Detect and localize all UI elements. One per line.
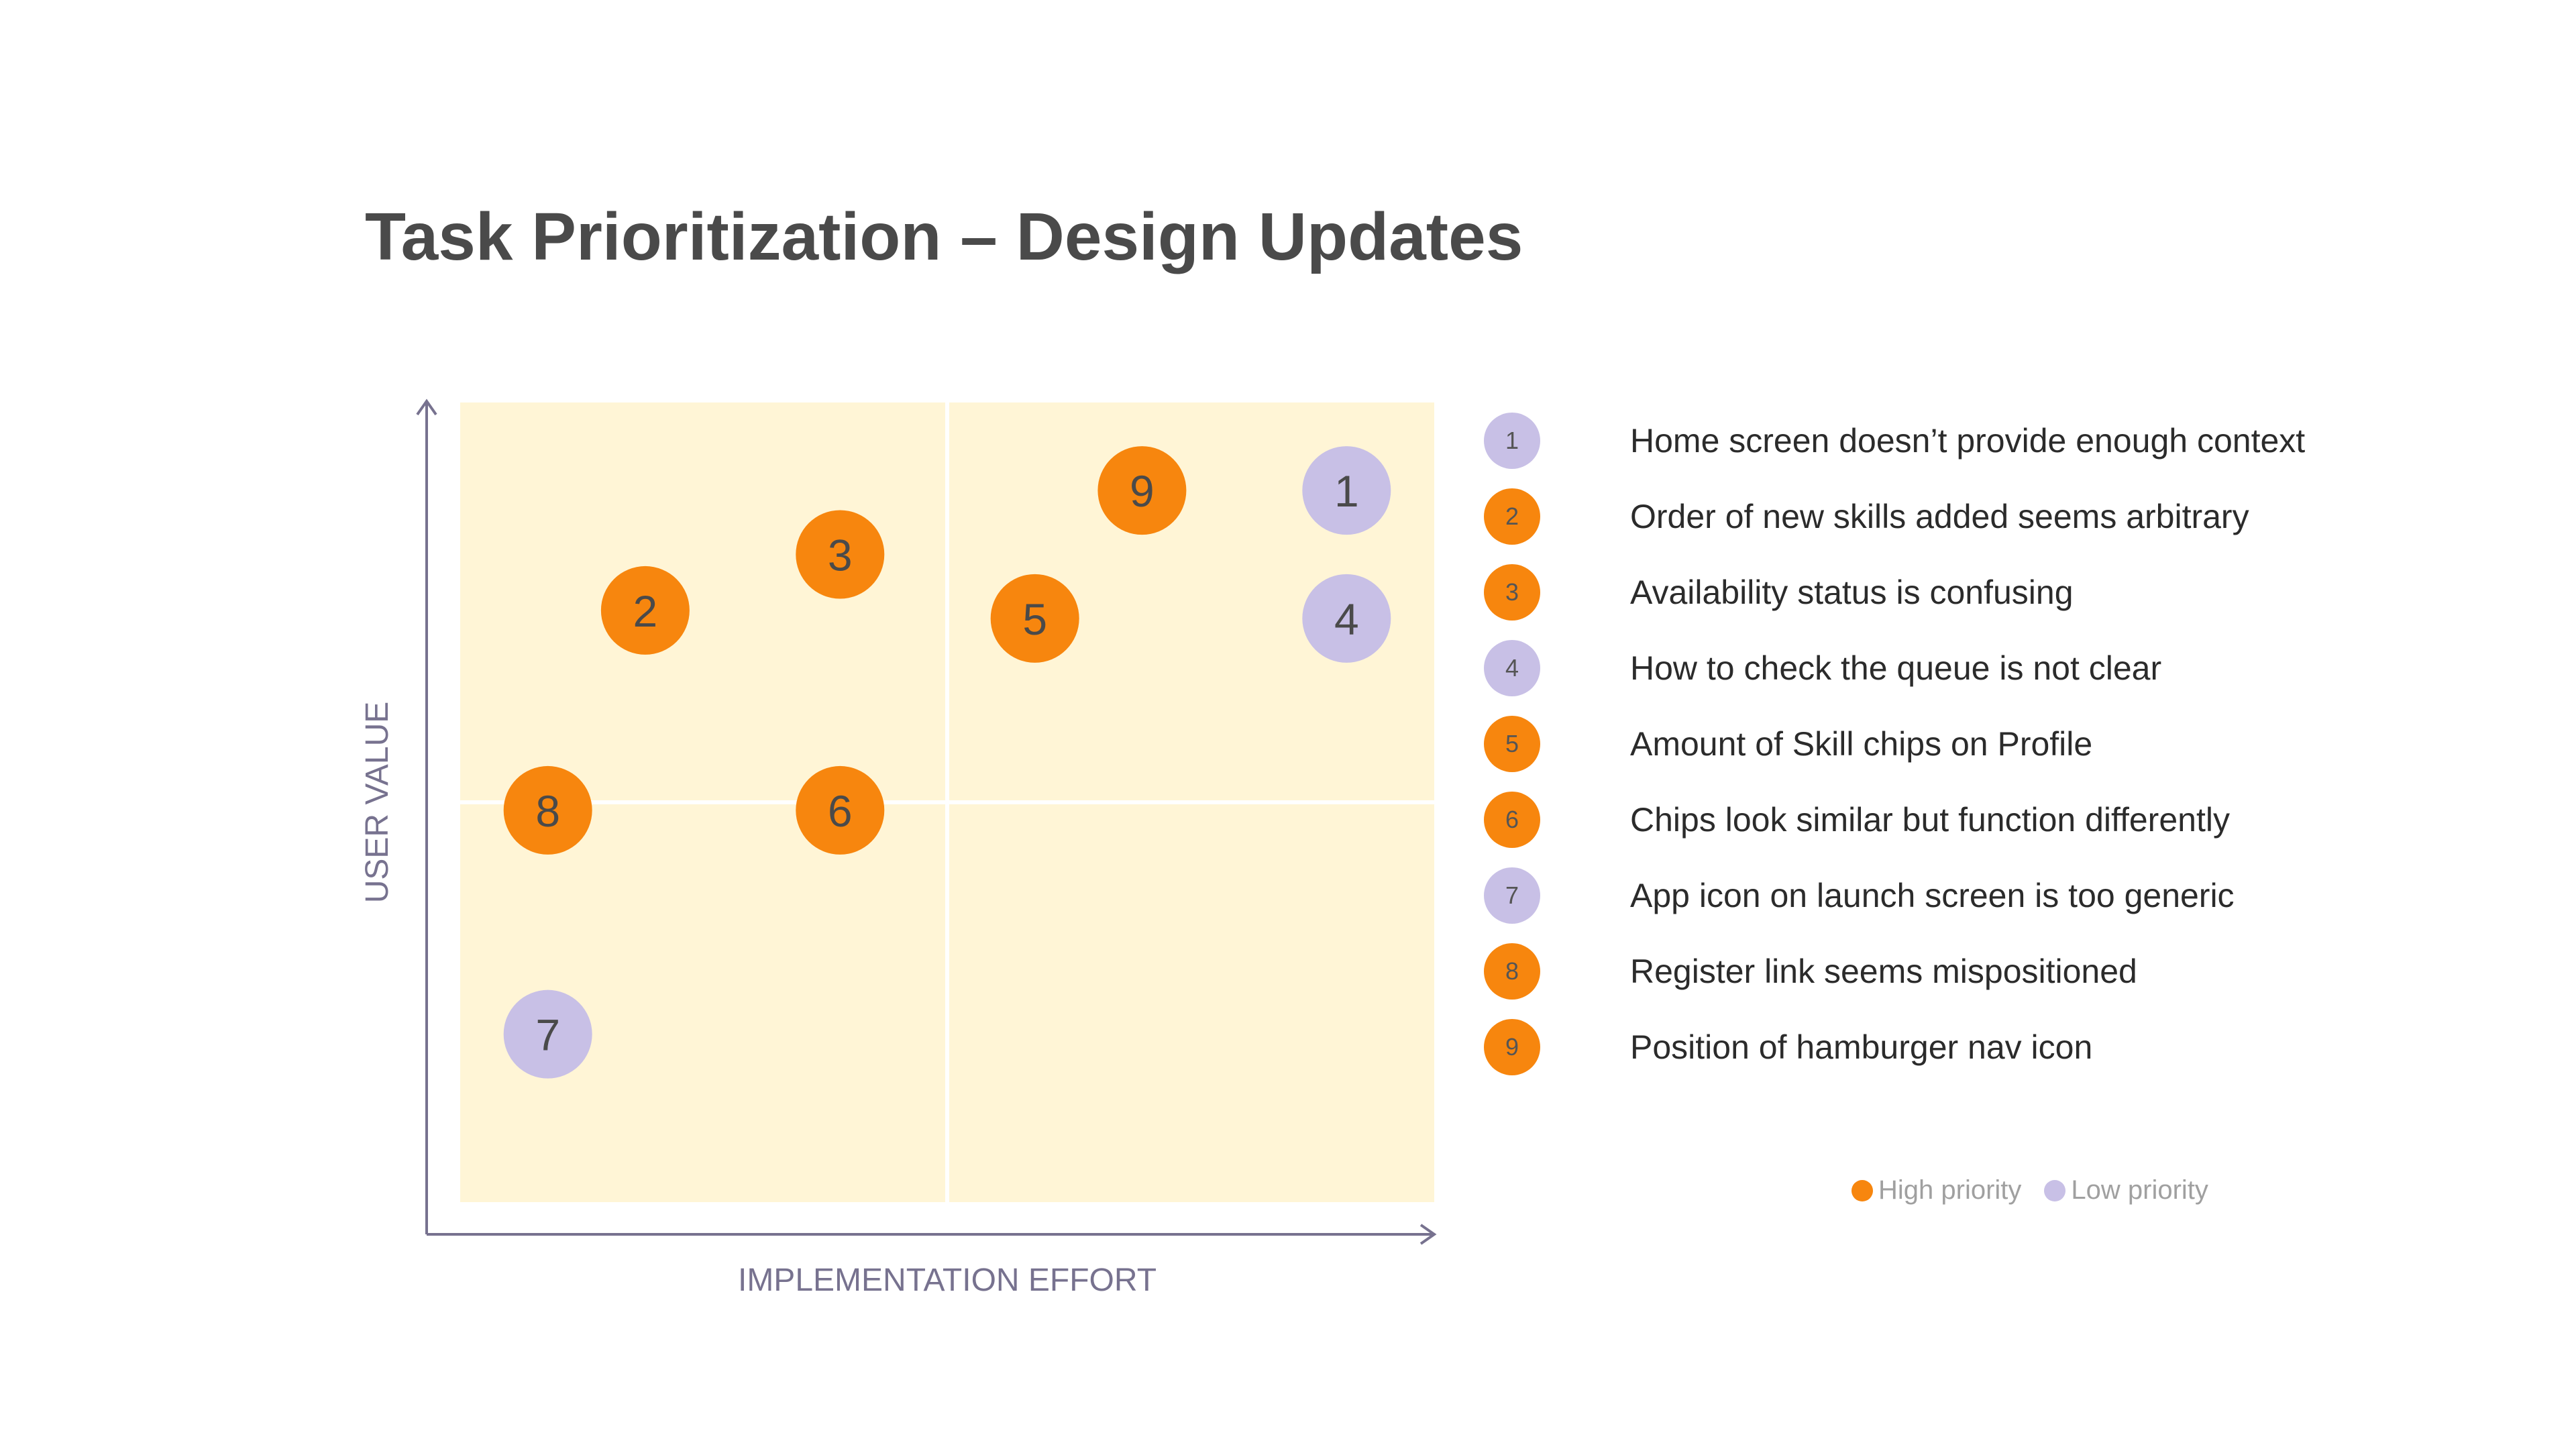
legend-item: 7 App icon on launch screen is too generi…: [1484, 857, 2316, 933]
low-priority-key: Low priority: [2044, 1175, 2208, 1205]
legend-number-badge: 9: [1484, 1018, 1540, 1075]
legend-item-label: Amount of Skill chips on Profile: [1630, 724, 2093, 763]
legend-item: 4 How to check the queue is not clear: [1484, 630, 2316, 706]
data-point-circle: [600, 566, 690, 655]
data-point-circle: [990, 574, 1079, 663]
legend-item: 5 Amount of Skill chips on Profile: [1484, 706, 2316, 782]
data-point-label: 4: [1334, 594, 1359, 644]
legend-item-label: App icon on launch screen is too generic: [1630, 876, 2235, 914]
x-axis-label: IMPLEMENTATION EFFORT: [738, 1263, 1157, 1298]
legend-number-badge: 1: [1484, 412, 1540, 469]
legend-number-badge: 4: [1484, 639, 1540, 696]
data-point-circle: [1097, 446, 1187, 535]
legend-item-label: How to check the queue is not clear: [1630, 649, 2162, 687]
legend-item-label: Order of new skills added seems arbitrar…: [1630, 497, 2249, 535]
data-point-label: 2: [633, 586, 658, 636]
legend-item: 8 Register link seems mispositioned: [1484, 933, 2316, 1009]
data-points: 1 2 3 4 5 6 7 8 9: [503, 446, 1391, 1079]
x-axis-arrow-icon: [1419, 1224, 1437, 1245]
legend-item-label: Chips look similar but function differen…: [1630, 800, 2230, 839]
legend-number-badge: 6: [1484, 791, 1540, 848]
page-title: Task Prioritization – Design Updates: [365, 199, 1523, 274]
data-point-3: 3: [796, 510, 885, 599]
legend-item: 1 Home screen doesn’t provide enough cont…: [1484, 402, 2316, 478]
legend-item: 9 Position of hamburger nav icon: [1484, 1009, 2316, 1085]
low-priority-label: Low priority: [2071, 1175, 2208, 1205]
data-point-circle: [1302, 446, 1391, 535]
legend-number-badge: 8: [1484, 943, 1540, 1000]
legend-item-label: Register link seems mispositioned: [1630, 952, 2137, 990]
data-point-1: 1: [1302, 446, 1391, 535]
data-point-6: 6: [796, 765, 885, 855]
priority-key: High priority Low priority: [1851, 1175, 2208, 1205]
high-priority-dot-icon: [1851, 1179, 1873, 1201]
data-point-circle: [1302, 574, 1391, 663]
data-point-4: 4: [1302, 574, 1391, 663]
legend-item-label: Availability status is confusing: [1630, 573, 2074, 611]
task-legend: 1 Home screen doesn’t provide enough cont…: [1484, 402, 2316, 1085]
data-point-circle: [796, 510, 885, 599]
legend-number-badge: 5: [1484, 715, 1540, 772]
legend-item: 2 Order of new skills added seems arbitra…: [1484, 478, 2316, 554]
legend-item-label: Home screen doesn’t provide enough conte…: [1630, 421, 2306, 460]
data-point-2: 2: [600, 566, 690, 655]
legend-item-label: Position of hamburger nav icon: [1630, 1028, 2093, 1066]
data-point-label: 5: [1022, 594, 1047, 644]
data-point-8: 8: [503, 765, 592, 855]
y-axis-arrow-icon: [416, 398, 437, 416]
data-point-label: 7: [535, 1010, 560, 1060]
data-point-label: 1: [1334, 466, 1359, 516]
legend-number-badge: 2: [1484, 488, 1540, 545]
high-priority-label: High priority: [1878, 1175, 2022, 1205]
data-point-label: 6: [828, 786, 853, 836]
low-priority-dot-icon: [2044, 1179, 2066, 1201]
legend-item: 3 Availability status is confusing: [1484, 554, 2316, 630]
y-axis-label: USER VALUE: [360, 702, 395, 904]
legend-number-badge: 7: [1484, 867, 1540, 924]
data-point-label: 9: [1130, 466, 1155, 516]
data-point-circle: [503, 765, 592, 855]
legend-item: 6 Chips look similar but function differe…: [1484, 782, 2316, 857]
data-point-5: 5: [990, 574, 1079, 663]
data-point-7: 7: [503, 989, 592, 1079]
data-point-9: 9: [1097, 446, 1187, 535]
data-point-circle: [503, 989, 592, 1079]
data-point-label: 3: [828, 530, 853, 580]
data-point-circle: [796, 765, 885, 855]
data-point-label: 8: [535, 786, 560, 836]
legend-number-badge: 3: [1484, 564, 1540, 621]
high-priority-key: High priority: [1851, 1175, 2021, 1205]
